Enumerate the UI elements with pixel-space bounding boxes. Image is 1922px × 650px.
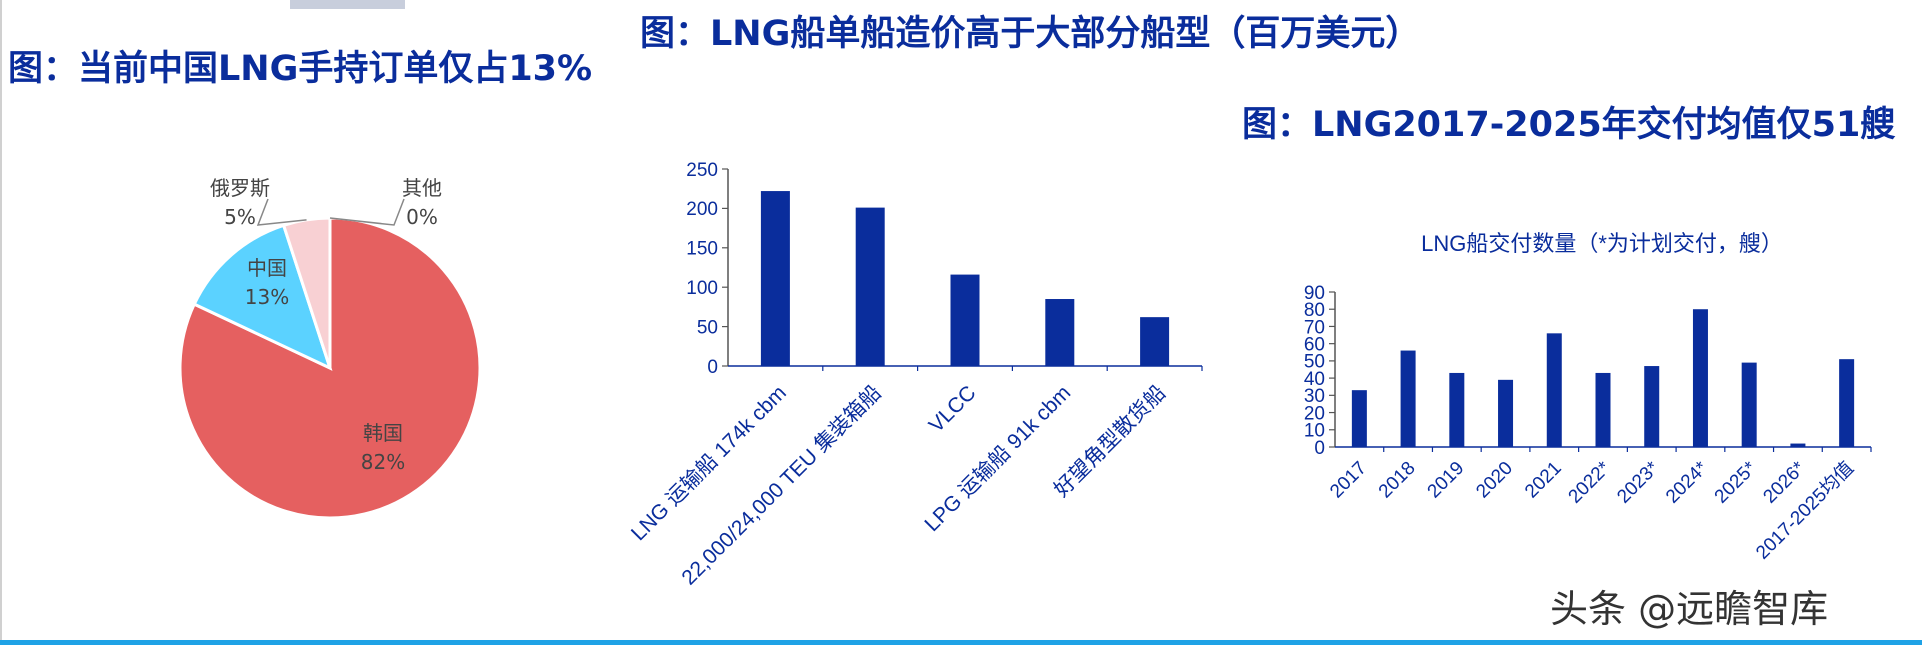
- deliv-category-label-6: 2023*: [1613, 457, 1663, 507]
- cost-ytick-label-0: 0: [707, 357, 718, 378]
- cost-category-label-1: 22,000/24,000 TEU 集装箱船: [677, 381, 885, 589]
- deliv-ytick-label-1: 10: [1304, 421, 1325, 442]
- pie-label-value-2: 5%: [224, 205, 256, 229]
- pie-label-value-0: 82%: [361, 450, 405, 474]
- cost-bar-1: [855, 207, 885, 366]
- deliv-category-label-1: 2018: [1375, 458, 1420, 503]
- cost-bar-chart: 0 50 100 150 200 250 LNG 运输船 174k cbm22,000/24…: [627, 160, 1203, 590]
- deliv-bar-1: [1400, 350, 1416, 447]
- watermark: 头条 @远瞻智库: [1550, 587, 1829, 631]
- pie-label-name-1: 中国: [247, 256, 287, 280]
- delivery-chart-subtitle: LNG船交付数量（*为计划交付，艘）: [1421, 231, 1783, 256]
- pie-chart: 韩国 82% 中国 13% 俄罗斯 5% 其他 0%: [178, 176, 482, 520]
- bar-chart-title: 图：LNG船单船造价高于大部分船型（百万美元）: [640, 14, 1421, 54]
- delivery-chart-title: 图：LNG2017-2025年交付均值仅51艘: [1242, 105, 1896, 145]
- cost-bar-0: [760, 191, 790, 366]
- cost-ytick-label-5: 250: [686, 160, 718, 181]
- left-border: [0, 0, 2, 640]
- pie-slice-1: [192, 223, 333, 371]
- deliv-bar-4: [1546, 333, 1562, 447]
- pie-label-value-3: 0%: [406, 205, 438, 229]
- cost-category-label-0: LNG 运输船 174k cbm: [627, 381, 791, 545]
- deliv-ytick-label-3: 30: [1304, 386, 1325, 407]
- deliv-category-label-3: 2020: [1472, 458, 1517, 503]
- deliv-ytick-label-7: 70: [1304, 317, 1325, 338]
- deliv-bar-7: [1692, 309, 1708, 447]
- deliv-category-label-0: 2017: [1326, 458, 1371, 503]
- deliv-category-label-5: 2022*: [1565, 457, 1615, 507]
- deliv-bar-9: [1790, 443, 1806, 447]
- deliv-ytick-label-9: 90: [1304, 283, 1325, 304]
- deliv-ytick-label-4: 40: [1304, 369, 1325, 390]
- cost-category-label-2: VLCC: [925, 381, 981, 437]
- deliv-category-label-7: 2024*: [1662, 457, 1712, 507]
- pie-label-name-3: 其他: [402, 176, 442, 200]
- pie-leader-3: [329, 198, 405, 226]
- deliv-bar-6: [1644, 366, 1660, 447]
- deliv-category-label-4: 2021: [1521, 458, 1566, 503]
- deliv-bar-5: [1595, 372, 1611, 447]
- cost-ytick-label-4: 200: [686, 199, 718, 220]
- cost-ytick-label-1: 50: [697, 317, 718, 338]
- cost-ytick-label-2: 100: [686, 278, 718, 299]
- deliv-ytick-label-0: 0: [1314, 438, 1325, 459]
- deliv-bar-2: [1449, 372, 1465, 447]
- deliv-ytick-label-8: 80: [1304, 300, 1325, 321]
- deliv-bar-3: [1498, 379, 1514, 447]
- deliv-bar-8: [1741, 362, 1757, 447]
- deliv-bar-10: [1839, 359, 1855, 447]
- pie-leader-2: [256, 198, 307, 226]
- deliv-bar-0: [1351, 390, 1367, 447]
- cost-bar-3: [1045, 299, 1075, 366]
- pie-label-value-1: 13%: [245, 285, 289, 309]
- pie-chart-title: 图：当前中国LNG手持订单仅占13%: [8, 49, 593, 89]
- pie-label-name-0: 韩国: [363, 421, 403, 445]
- deliv-ytick-label-2: 20: [1304, 403, 1325, 424]
- deliv-category-label-8: 2025*: [1711, 457, 1761, 507]
- pie-slice-2: [281, 216, 332, 369]
- cost-bar-4: [1140, 317, 1170, 366]
- cropped-header-fragment: [290, 0, 405, 9]
- cost-bar-2: [950, 274, 980, 366]
- bottom-rule: [0, 640, 1922, 645]
- pie-label-name-2: 俄罗斯: [210, 176, 270, 200]
- deliv-ytick-label-5: 50: [1304, 352, 1325, 373]
- deliv-category-label-2: 2019: [1424, 458, 1469, 503]
- deliv-ytick-label-6: 60: [1304, 335, 1325, 356]
- cost-ytick-label-3: 150: [686, 239, 718, 260]
